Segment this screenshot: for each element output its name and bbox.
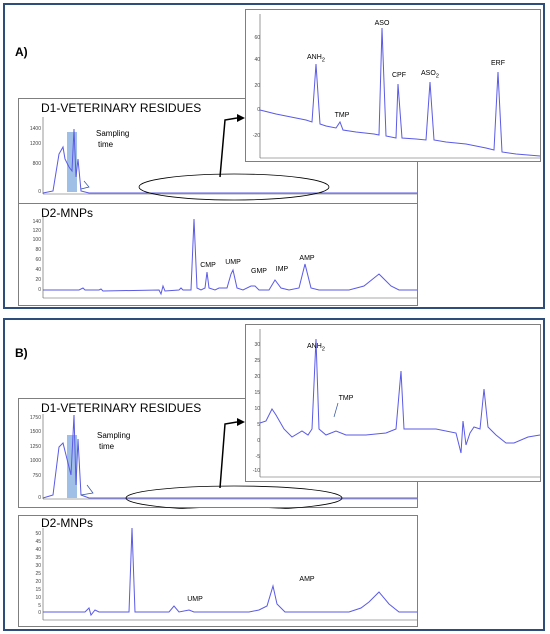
panel-label: B): [15, 346, 28, 360]
zoom-trace: [259, 338, 541, 454]
d2-plot: [42, 527, 417, 621]
d2-trace: [43, 218, 417, 296]
sampling-label: Sampling: [97, 431, 131, 440]
peak-label: UMP: [225, 259, 241, 266]
y-tick: 10: [254, 406, 260, 412]
zoom-trace: [259, 27, 541, 157]
y-tick: 0: [38, 610, 41, 616]
d2-chromatogram: D2-MNPs 50 45 40 35 30 25 20 15 10 5 0 U…: [18, 515, 418, 627]
peak-label: ANH2: [306, 54, 326, 64]
y-tick: -10: [252, 468, 260, 474]
y-tick: 0: [257, 107, 260, 113]
y-tick: 1200: [29, 141, 41, 147]
y-tick: 30: [35, 563, 41, 569]
d1-title: D1-VETERINARY RESIDUES: [41, 401, 202, 415]
y-tick: 140: [32, 219, 41, 225]
zoom-plot: [259, 14, 541, 159]
y-tick: 1400: [29, 126, 41, 132]
peak-label: AMP: [299, 576, 315, 583]
y-tick: 20: [35, 579, 41, 585]
y-tick: 0: [38, 287, 41, 293]
y-tick: 0: [38, 495, 41, 501]
d2-title: D2-MNPs: [41, 516, 94, 530]
sampling-label: time: [98, 140, 114, 149]
y-tick: 1750: [29, 415, 41, 421]
y-tick: 0: [257, 438, 260, 444]
peak-label: ASO2: [420, 70, 440, 80]
y-tick: 45: [35, 539, 41, 545]
y-tick: 5: [257, 422, 260, 428]
panel-label: A): [15, 45, 28, 59]
peak-label: CPF: [392, 72, 406, 79]
peak-label: TMP: [338, 395, 354, 402]
y-tick: 20: [254, 83, 260, 89]
y-tick: -5: [255, 454, 260, 460]
peak-label: UMP: [187, 596, 203, 603]
y-tick: 0: [38, 189, 41, 195]
zoom-plot: [259, 329, 541, 478]
peak-label: IMP: [275, 266, 289, 273]
y-tick: 20: [35, 277, 41, 283]
y-tick: 40: [254, 57, 260, 63]
y-tick: 1000: [29, 458, 41, 464]
y-tick: 1250: [29, 444, 41, 450]
d1-title: D1-VETERINARY RESIDUES: [41, 101, 202, 115]
d1-trace: [42, 128, 417, 194]
sampling-arrow: [80, 180, 90, 190]
peak-label: ASO: [374, 20, 390, 27]
peak-label: AMP: [299, 255, 315, 262]
panel-a: A) D1-VETERINARY RESIDUES 1400 1200 800 …: [3, 3, 545, 309]
y-tick: 25: [254, 358, 260, 364]
y-tick: 35: [35, 555, 41, 561]
zoom-inset: 60 40 20 0 -20 ANH2 TMP ASO CPF ASO2 ERF: [245, 9, 541, 162]
zoom-inset: 30 25 20 15 10 5 0 -5 -10 ANH2 TMP: [245, 324, 541, 482]
y-tick: 800: [32, 161, 41, 167]
y-tick: 80: [35, 247, 41, 253]
y-tick: 20: [254, 374, 260, 380]
peak-label: TMP: [334, 112, 350, 119]
y-tick: 1500: [29, 429, 41, 435]
y-tick: 120: [32, 228, 41, 234]
y-tick: 15: [254, 390, 260, 396]
y-tick: 15: [35, 587, 41, 593]
sampling-label: time: [99, 442, 115, 451]
peak-label: CMP: [200, 262, 216, 269]
d2-plot: [42, 214, 417, 299]
y-tick: 100: [32, 237, 41, 243]
panel-b: B) D1-VETERINARY RESIDUES 1750 1500 1250…: [3, 318, 545, 631]
y-tick: 60: [35, 257, 41, 263]
y-tick: 10: [35, 595, 41, 601]
d2-trace: [43, 527, 417, 617]
d2-title: D2-MNPs: [41, 206, 94, 220]
y-tick: 5: [38, 603, 41, 609]
y-tick: 40: [35, 547, 41, 553]
peak-label: GMP: [251, 268, 267, 275]
sampling-window: [67, 435, 77, 498]
sampling-label: Sampling: [96, 129, 130, 138]
y-tick: -20: [252, 133, 260, 139]
y-tick: 750: [32, 473, 41, 479]
d2-chromatogram: D2-MNPs 140 120 100 80 60 40 20 0 CMP UM…: [18, 203, 418, 306]
peak-label: ERF: [491, 60, 505, 67]
y-tick: 30: [254, 342, 260, 348]
peak-label: ANH2: [306, 343, 326, 353]
y-tick: 40: [35, 267, 41, 273]
sampling-arrow: [80, 484, 94, 496]
y-tick: 60: [254, 35, 260, 41]
y-tick: 50: [35, 531, 41, 537]
d1-trace: [42, 414, 417, 499]
y-tick: 25: [35, 571, 41, 577]
